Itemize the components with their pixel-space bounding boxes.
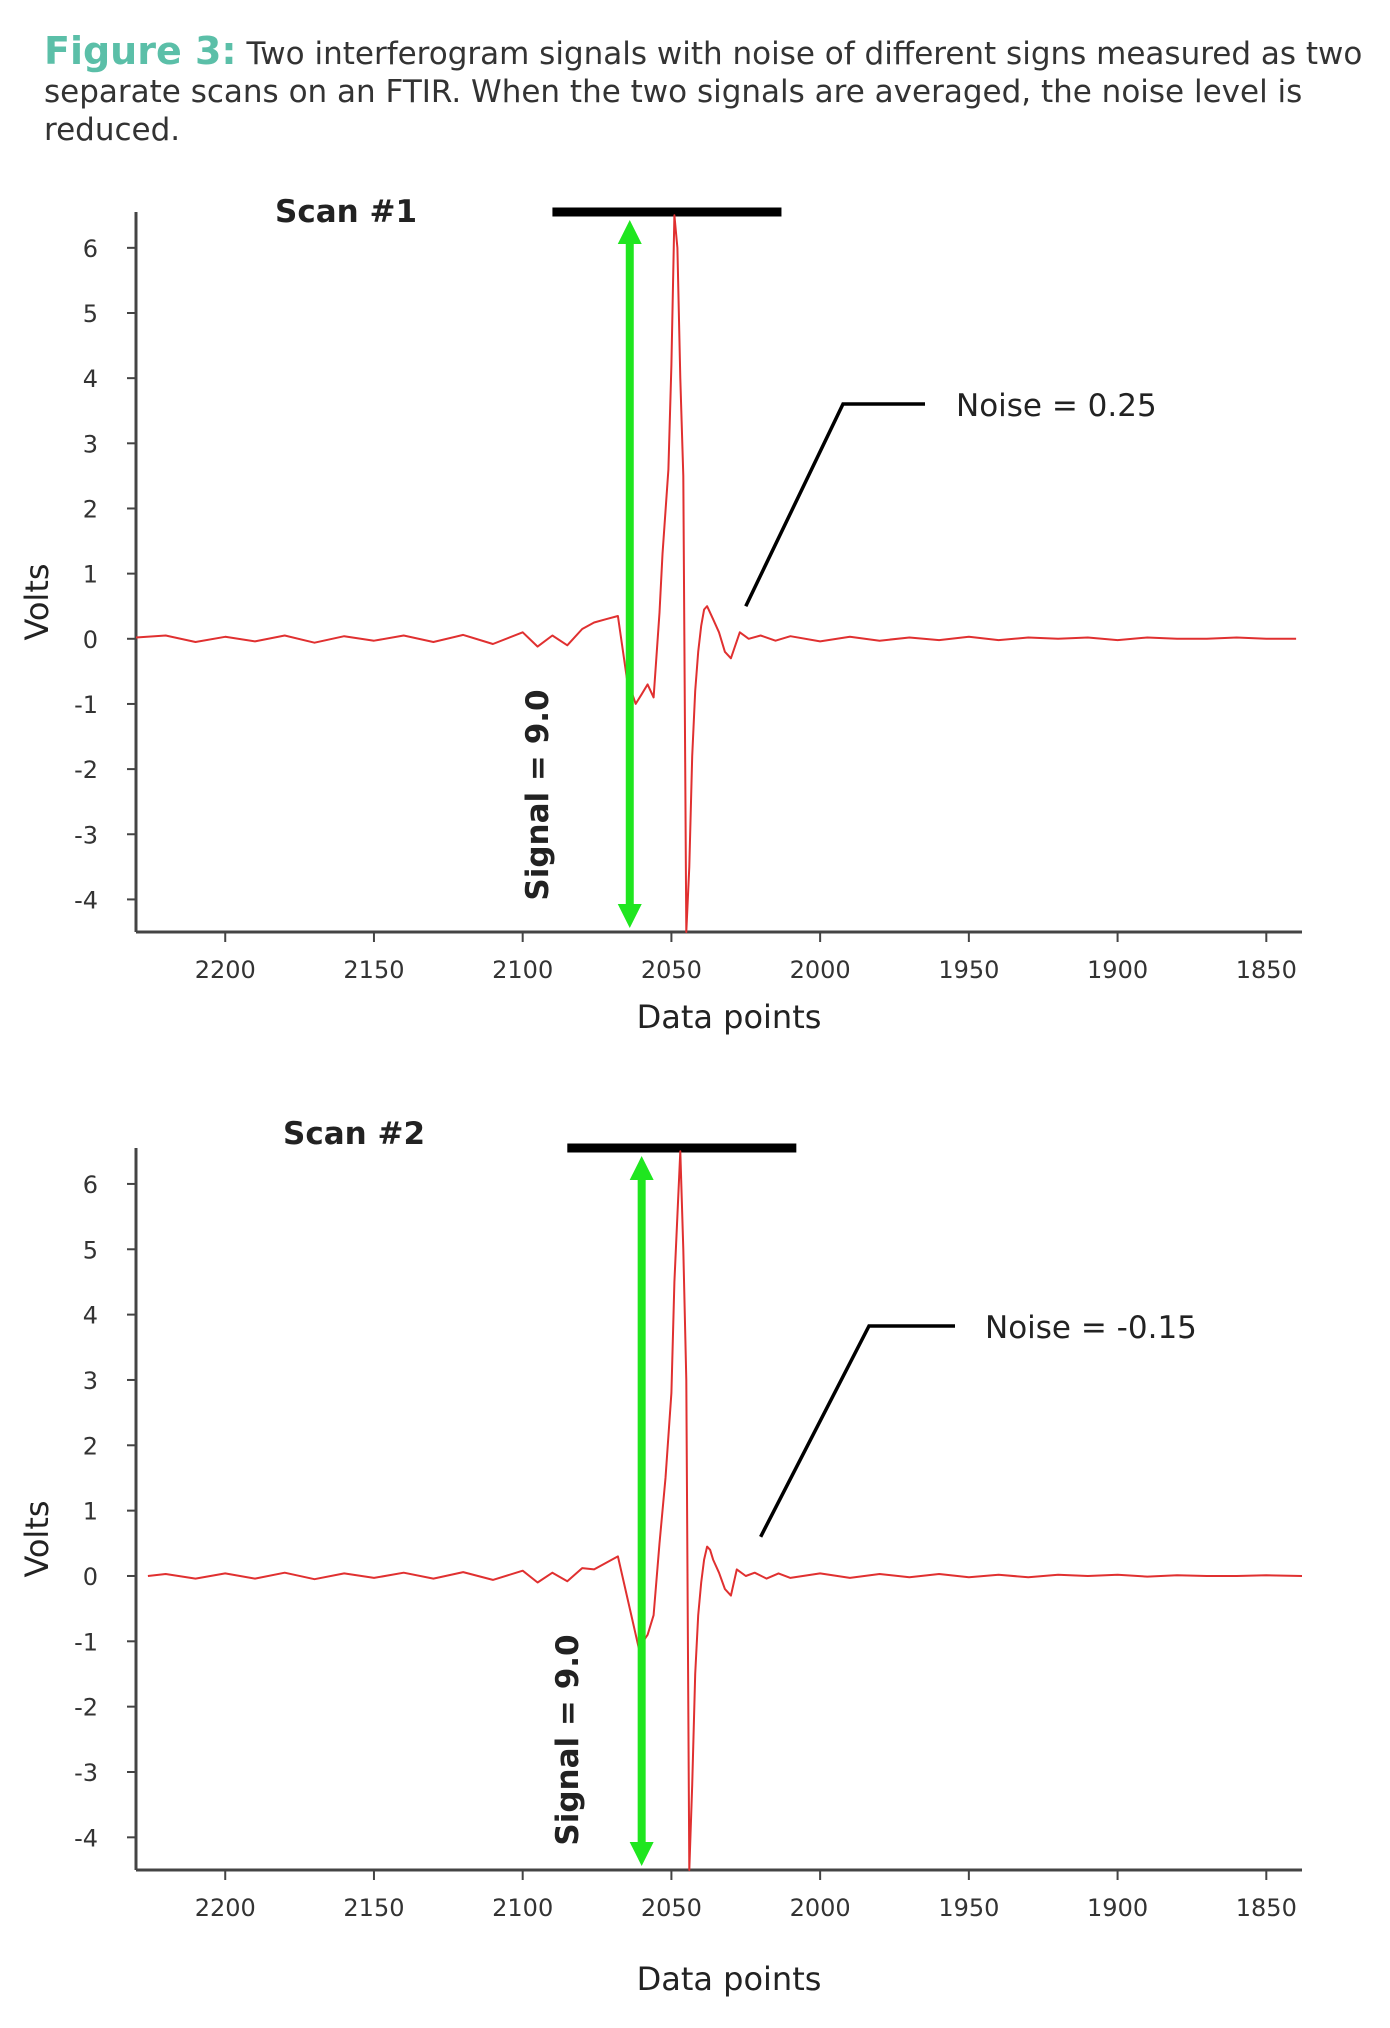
series-line-0 [135, 214, 1297, 933]
x-tick-label: 2000 [790, 956, 851, 984]
y-tick-label: 6 [83, 1171, 98, 1199]
x-tick-label: 1900 [1087, 1894, 1148, 1922]
y-tick-label: 0 [83, 1563, 98, 1591]
x-tick-label: 1900 [1087, 956, 1148, 984]
signal-arrow-head-down [617, 904, 642, 928]
y-tick-label: 1 [83, 561, 98, 589]
signal-label: Signal = 9.0 [550, 1634, 586, 1845]
y-tick-label: -2 [74, 1694, 98, 1722]
x-tick-label: 2050 [641, 1894, 702, 1922]
x-tick-label: 2200 [195, 956, 256, 984]
caption-text: Two interferogram signals with noise of … [44, 36, 1363, 148]
x-tick-label: 1950 [938, 956, 999, 984]
y-tick-label: 1 [83, 1498, 98, 1526]
x-tick-label: 2050 [641, 956, 702, 984]
x-tick-label: 2150 [343, 1894, 404, 1922]
noise-pointer-line [744, 402, 925, 607]
signal-arrow-head-down [629, 1842, 654, 1866]
signal-label: Signal = 9.0 [520, 689, 556, 900]
noise-label: Noise = -0.15 [985, 1310, 1197, 1346]
y-tick-label: -1 [74, 1628, 98, 1656]
x-tick-label: 1850 [1236, 1894, 1297, 1922]
y-tick-label: -3 [74, 1759, 98, 1787]
noise-pointer-line [759, 1324, 955, 1538]
x-axis-title: Data points [637, 998, 822, 1036]
chart-title: Scan #1 [275, 194, 417, 230]
x-tick-label: 2150 [343, 956, 404, 984]
y-tick-label: -3 [74, 821, 98, 849]
y-tick-label: 3 [83, 1367, 98, 1395]
y-tick-label: 2 [83, 1432, 98, 1460]
series-line-0 [147, 1150, 1303, 1871]
y-tick-label: 0 [83, 626, 98, 654]
signal-arrow-head-up [617, 220, 642, 244]
y-tick-label: 6 [83, 235, 98, 263]
y-axis-title: Volts [18, 563, 56, 640]
figure-label: Figure 3: [44, 29, 237, 73]
x-axis-title: Data points [637, 1960, 822, 1998]
y-tick-label: -1 [74, 691, 98, 719]
x-tick-label: 2100 [492, 1894, 553, 1922]
y-tick-label: 2 [83, 495, 98, 523]
figure-caption: Figure 3: Two interferogram signals with… [44, 32, 1364, 149]
x-tick-label: 2100 [492, 956, 553, 984]
x-tick-label: 1950 [938, 1894, 999, 1922]
y-axis-title: Volts [18, 1500, 56, 1577]
y-tick-label: 5 [83, 1236, 98, 1264]
y-tick-label: 4 [83, 1302, 98, 1330]
noise-label: Noise = 0.25 [956, 388, 1157, 424]
x-tick-label: 2200 [195, 1894, 256, 1922]
signal-arrow-head-up [629, 1156, 654, 1180]
scan2-chart: 6 5 4 3 2 1 0 -1 -2 -3 -4 2200 2150 2100 2050 2000 1950 1… [18, 1116, 1303, 1998]
y-tick-label: -4 [74, 1824, 98, 1852]
scan1-chart: 6 5 4 3 2 1 0 -1 -2 -3 -4 2200 2150 2100 2050 2000 1950 1… [18, 194, 1302, 1036]
y-tick-label: -4 [74, 886, 98, 914]
y-tick-label: 4 [83, 365, 98, 393]
y-tick-label: 5 [83, 300, 98, 328]
y-tick-label: 3 [83, 430, 98, 458]
x-tick-label: 2000 [790, 1894, 851, 1922]
x-tick-label: 1850 [1236, 956, 1297, 984]
y-tick-label: -2 [74, 756, 98, 784]
chart-title: Scan #2 [283, 1116, 425, 1152]
